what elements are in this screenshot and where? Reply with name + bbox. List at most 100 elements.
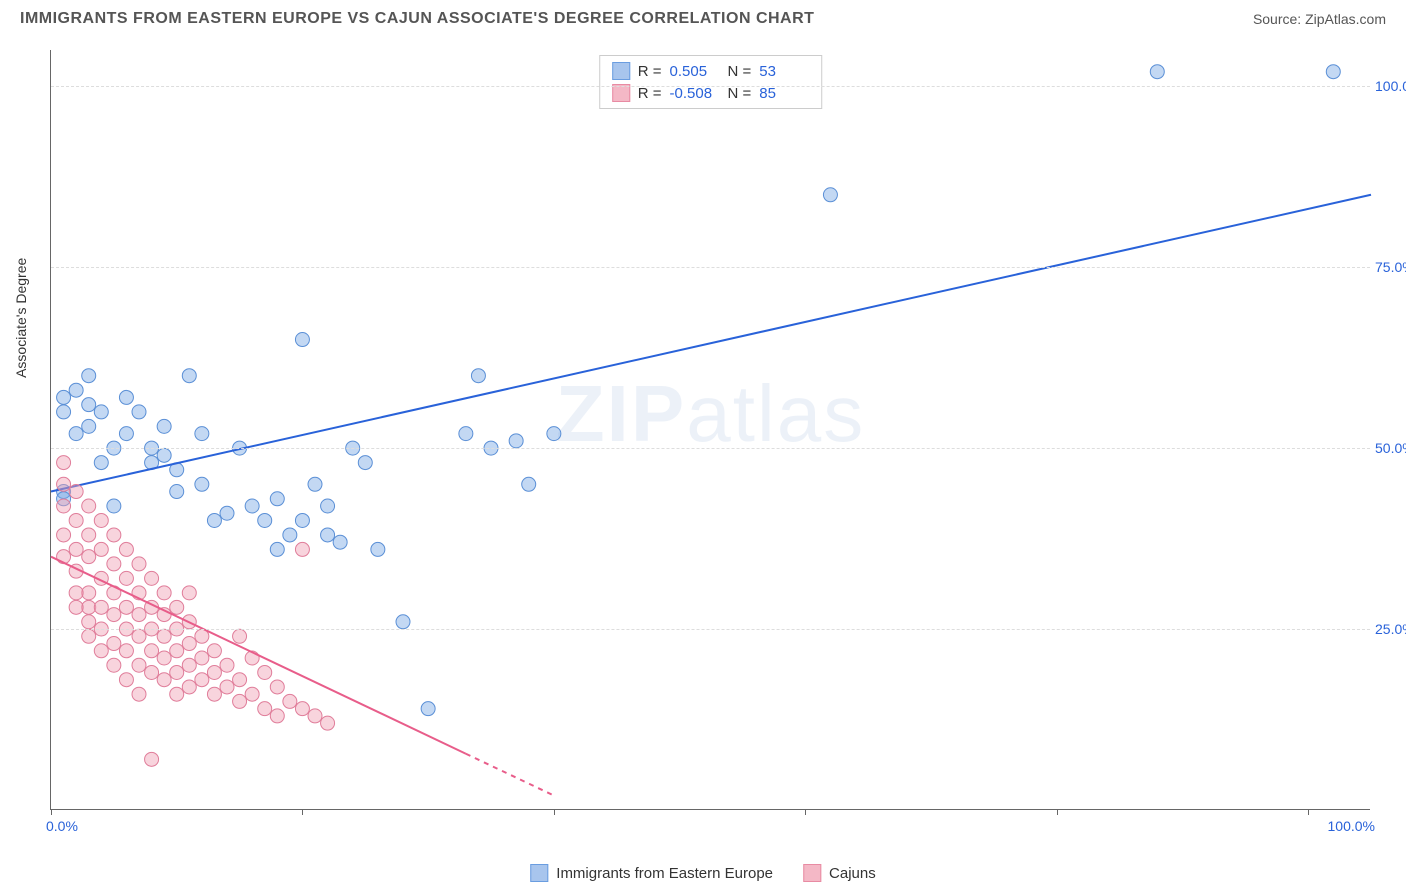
data-point	[57, 405, 71, 419]
data-point	[170, 644, 184, 658]
trend-line	[51, 557, 466, 754]
data-point	[82, 550, 96, 564]
data-point	[270, 492, 284, 506]
legend-label: Cajuns	[829, 865, 876, 882]
data-point	[69, 485, 83, 499]
data-point	[258, 665, 272, 679]
data-point	[371, 542, 385, 556]
data-point	[245, 499, 259, 513]
legend-label: Immigrants from Eastern Europe	[556, 865, 773, 882]
data-point	[145, 644, 159, 658]
data-point	[119, 600, 133, 614]
data-point	[182, 369, 196, 383]
data-point	[182, 586, 196, 600]
r-value: 0.505	[670, 63, 720, 80]
data-point	[69, 600, 83, 614]
data-point	[270, 680, 284, 694]
data-point	[82, 600, 96, 614]
x-tick	[51, 809, 52, 815]
data-point	[182, 680, 196, 694]
legend-swatch	[530, 864, 548, 882]
x-tick	[1308, 809, 1309, 815]
data-point	[145, 571, 159, 585]
data-point	[471, 369, 485, 383]
source-attribution: Source: ZipAtlas.com	[1253, 11, 1386, 27]
data-point	[233, 673, 247, 687]
data-point	[94, 600, 108, 614]
x-tick	[805, 809, 806, 815]
data-point	[321, 528, 335, 542]
data-point	[82, 369, 96, 383]
data-point	[321, 716, 335, 730]
data-point	[295, 333, 309, 347]
data-point	[94, 405, 108, 419]
data-point	[1326, 65, 1340, 79]
data-point	[107, 528, 121, 542]
data-point	[207, 665, 221, 679]
data-point	[132, 557, 146, 571]
data-point	[182, 658, 196, 672]
data-point	[170, 665, 184, 679]
data-point	[220, 658, 234, 672]
data-point	[132, 629, 146, 643]
y-axis-label: Associate's Degree	[13, 257, 29, 377]
data-point	[157, 673, 171, 687]
data-point	[107, 499, 121, 513]
chart-legend: Immigrants from Eastern Europe Cajuns	[530, 864, 875, 882]
gridline	[51, 448, 1370, 449]
gridline	[51, 629, 1370, 630]
trend-line-dashed	[466, 754, 554, 796]
data-point	[57, 390, 71, 404]
data-point	[57, 528, 71, 542]
series-swatch	[612, 62, 630, 80]
n-label: N =	[728, 63, 752, 80]
data-point	[119, 390, 133, 404]
data-point	[321, 499, 335, 513]
chart-header: IMMIGRANTS FROM EASTERN EUROPE VS CAJUN …	[0, 0, 1406, 33]
data-point	[195, 673, 209, 687]
data-point	[119, 571, 133, 585]
data-point	[82, 398, 96, 412]
x-max-label: 100.0%	[1328, 818, 1375, 834]
scatter-chart: ZIPatlas Associate's Degree R =0.505N =5…	[50, 50, 1370, 810]
data-point	[333, 535, 347, 549]
n-value: 53	[759, 63, 809, 80]
data-point	[207, 513, 221, 527]
data-point	[107, 637, 121, 651]
data-point	[119, 644, 133, 658]
data-point	[107, 557, 121, 571]
data-point	[823, 188, 837, 202]
data-point	[132, 405, 146, 419]
data-point	[57, 499, 71, 513]
data-point	[94, 456, 108, 470]
data-point	[119, 673, 133, 687]
data-point	[132, 687, 146, 701]
chart-title: IMMIGRANTS FROM EASTERN EUROPE VS CAJUN …	[20, 10, 814, 28]
data-point	[69, 586, 83, 600]
x-tick	[554, 809, 555, 815]
data-point	[258, 702, 272, 716]
data-point	[283, 528, 297, 542]
data-point	[119, 427, 133, 441]
data-point	[233, 629, 247, 643]
data-point	[308, 709, 322, 723]
plot-canvas	[51, 50, 1370, 809]
data-point	[157, 629, 171, 643]
data-point	[396, 615, 410, 629]
data-point	[157, 586, 171, 600]
data-point	[308, 477, 322, 491]
data-point	[82, 586, 96, 600]
data-point	[421, 702, 435, 716]
data-point	[94, 513, 108, 527]
data-point	[170, 485, 184, 499]
data-point	[94, 542, 108, 556]
y-tick-label: 100.0%	[1375, 78, 1406, 94]
data-point	[69, 542, 83, 556]
data-point	[1150, 65, 1164, 79]
data-point	[258, 513, 272, 527]
data-point	[157, 651, 171, 665]
data-point	[132, 608, 146, 622]
y-tick-label: 75.0%	[1375, 259, 1406, 275]
data-point	[522, 477, 536, 491]
data-point	[82, 528, 96, 542]
